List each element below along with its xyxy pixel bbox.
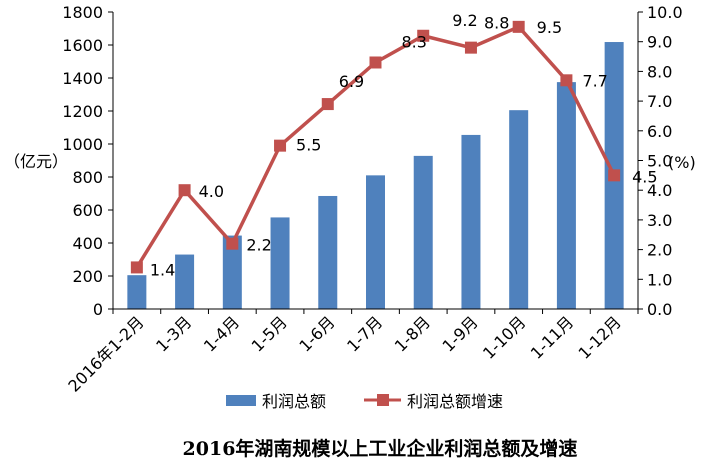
bar — [127, 275, 147, 309]
growth-data-label: 7.7 — [582, 71, 607, 90]
y-left-tick-label: 1400 — [62, 69, 103, 88]
growth-marker — [130, 261, 143, 274]
growth-marker — [369, 56, 382, 69]
bar — [318, 195, 338, 309]
x-tick-label: 1-8月 — [391, 312, 434, 355]
growth-marker — [226, 237, 239, 250]
y-right-tick-label: 10.0 — [647, 3, 683, 22]
bar — [222, 235, 242, 309]
y-left-tick-label: 800 — [72, 168, 103, 187]
growth-marker — [178, 184, 191, 197]
growth-data-label: 8.3 — [402, 32, 427, 51]
bar — [175, 254, 195, 309]
bar — [461, 134, 481, 309]
growth-marker — [560, 74, 573, 87]
growth-data-label: 5.5 — [296, 136, 321, 155]
y-right-tick-label: 8.0 — [647, 62, 672, 81]
x-tick-label: 1-12月 — [575, 312, 625, 362]
y-left-axis-label: （亿元） — [4, 152, 68, 171]
growth-data-label: 9.2 — [452, 11, 477, 30]
y-left-ticks: 0 200 400 600 800 1000 1200 1400 1600 1800 — [62, 3, 113, 319]
x-tick-label: 1-10月 — [479, 312, 529, 362]
growth-marker — [464, 41, 477, 54]
y-right-tick-label: 0.0 — [647, 300, 672, 319]
legend-label-growth: 利润总额增速 — [407, 392, 503, 411]
y-right-axis-label: (%) — [668, 153, 696, 172]
y-right-tick-label: 3.0 — [647, 211, 672, 230]
y-right-tick-label: 9.0 — [647, 33, 672, 52]
bar — [556, 82, 576, 309]
bar — [413, 155, 433, 309]
growth-marker — [608, 169, 621, 182]
y-right-ticks: 0.0 1.0 2.0 3.0 4.0 5.0 6.0 7.0 8.0 9.0 10.0 — [638, 3, 683, 319]
bar — [366, 175, 385, 309]
growth-data-label: 8.8 — [484, 14, 509, 33]
legend-swatch-growth-marker — [377, 394, 389, 406]
y-right-tick-label: 2.0 — [647, 241, 672, 260]
x-tick-label: 1-7月 — [343, 312, 386, 355]
x-ticks: 2016年1-2月 1-3月 1-4月 1-5月 1-6月 1-7月 1-8月 1-9月1-1… — [64, 309, 639, 396]
y-left-tick-label: 1200 — [62, 102, 103, 121]
y-right-tick-label: 5.0 — [647, 152, 672, 171]
growth-data-label: 2.2 — [246, 236, 271, 255]
growth-marker — [417, 29, 430, 42]
y-left-tick-label: 400 — [72, 234, 103, 253]
y-right-tick-label: 1.0 — [647, 270, 672, 289]
x-tick-label: 1-11月 — [527, 312, 577, 362]
x-tick-label: 1-6月 — [295, 312, 338, 355]
growth-data-label: 4.0 — [199, 182, 224, 201]
y-left-tick-label: 1800 — [62, 3, 103, 22]
y-right-tick-label: 6.0 — [647, 122, 672, 141]
data-labels: 1.4 4.0 2.2 5.5 6.9 8.3 9.2 8.8 9.5 7.7 4.5 — [150, 11, 658, 280]
chart-title: 2016年湖南规模以上工业企业利润总额及增速 — [183, 437, 578, 460]
y-left-tick-label: 600 — [72, 201, 103, 220]
bar — [270, 217, 290, 309]
y-left-tick-label: 200 — [72, 267, 103, 286]
growth-data-label: 9.5 — [537, 18, 562, 37]
growth-data-label: 1.4 — [150, 260, 175, 279]
y-right-tick-label: 4.0 — [647, 181, 672, 200]
growth-data-label: 6.9 — [339, 72, 364, 91]
y-left-tick-label: 1000 — [62, 135, 103, 154]
growth-data-label: 4.5 — [632, 167, 657, 186]
growth-marker — [512, 20, 525, 33]
x-tick-label: 2016年1-2月 — [64, 312, 147, 395]
x-tick-label: 1-4月 — [200, 312, 243, 355]
legend: 利润总额 利润总额增速 — [226, 392, 503, 411]
y-right-tick-label: 7.0 — [647, 92, 672, 111]
x-tick-label: 1-9月 — [439, 312, 482, 355]
legend-swatch-profit — [226, 395, 256, 406]
y-left-tick-label: 1600 — [62, 36, 103, 55]
line-series-growth — [130, 20, 621, 274]
x-tick-label: 1-5月 — [248, 312, 291, 355]
bar — [509, 110, 529, 309]
y-left-tick-label: 0 — [93, 300, 103, 319]
growth-marker — [321, 98, 334, 111]
growth-marker — [274, 139, 287, 152]
bar-series-profit — [127, 42, 624, 309]
legend-label-profit: 利润总额 — [262, 392, 326, 411]
x-tick-label: 1-3月 — [152, 312, 195, 355]
